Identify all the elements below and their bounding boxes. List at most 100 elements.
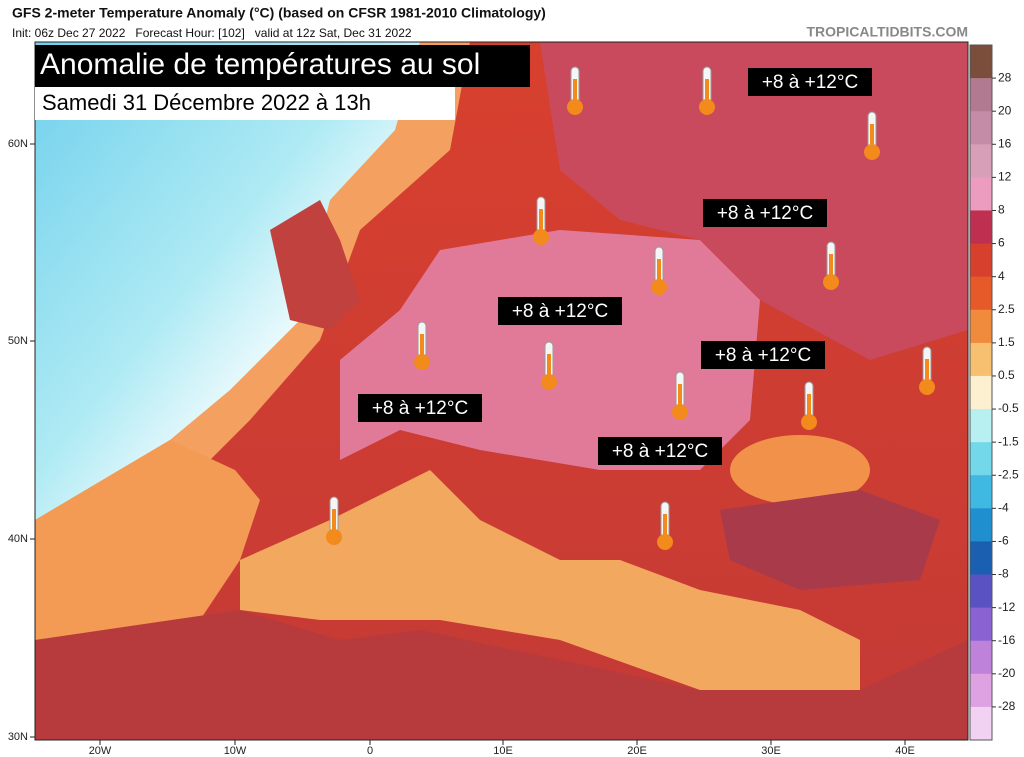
lon-label: 30E: [761, 745, 781, 757]
colorbar-label: -1.5: [998, 434, 1019, 448]
colorbar-label: 12: [998, 170, 1012, 184]
date-box: [35, 87, 455, 120]
colorbar-label: -6: [998, 534, 1009, 548]
anomaly-label: +8 à +12°C: [512, 301, 608, 322]
thermometer-fill: [705, 79, 709, 103]
colorbar-frame: [969, 44, 993, 741]
lat-label: 30N: [8, 731, 28, 743]
colorbar-label: -20: [998, 666, 1016, 680]
colorbar-label: 2.5: [998, 302, 1015, 316]
colorbar-label: 16: [998, 136, 1012, 150]
thermometer-bulb: [864, 144, 880, 160]
lat-label: 40N: [8, 533, 28, 545]
thermometer-bulb: [651, 279, 667, 295]
lat-label: 60N: [8, 138, 28, 150]
thermometer-bulb: [541, 374, 557, 390]
turkey: [720, 490, 940, 590]
black-sea: [730, 435, 870, 505]
thermometer-bulb: [699, 99, 715, 115]
colorbar-label: -2.5: [998, 467, 1019, 481]
colorbar-swatch: [970, 607, 992, 642]
thermometer-bulb: [533, 229, 549, 245]
anomaly-label-box: [498, 297, 622, 325]
colorbar-swatch: [970, 276, 992, 311]
colorbar-label: 0.5: [998, 368, 1015, 382]
colorbar-label: -28: [998, 699, 1016, 713]
lon-label: 20E: [627, 745, 647, 757]
colorbar-swatch: [970, 243, 992, 278]
source: TROPICALTIDBITS.COM: [806, 24, 968, 40]
title: GFS 2-meter Temperature Anomaly (°C) (ba…: [12, 5, 546, 21]
anomaly-label: +8 à +12°C: [762, 72, 858, 93]
colorbar-label: -0.5: [998, 401, 1019, 415]
colorbar-label: 28: [998, 70, 1012, 84]
anomaly-label: +8 à +12°C: [715, 345, 811, 366]
atlantic: [35, 42, 420, 520]
colorbar-swatch: [970, 45, 992, 79]
thermometer-bulb: [567, 99, 583, 115]
anomaly-label: +8 à +12°C: [717, 203, 813, 224]
anomaly-label-box: [701, 341, 825, 369]
colorbar-swatch: [970, 409, 992, 443]
anomaly-label-box: [598, 437, 722, 465]
colorbar-swatch: [970, 177, 992, 211]
colorbar-label: 20: [998, 103, 1012, 117]
britain: [270, 200, 360, 330]
headline-box: [35, 45, 530, 87]
lon-label: 0: [367, 745, 373, 757]
lon-label: 10W: [224, 745, 247, 757]
north-africa: [35, 610, 968, 740]
colorbar-label: -12: [998, 600, 1016, 614]
colorbar-swatch: [970, 574, 992, 609]
thermometer-fill: [925, 359, 929, 383]
thermometer-fill: [678, 384, 682, 408]
map-frame: [34, 41, 969, 741]
map-area: [35, 42, 968, 740]
colorbar-swatch: [970, 78, 992, 112]
headline: Anomalie de températures au sol: [40, 48, 480, 81]
mediterranean: [240, 470, 860, 690]
anomaly-label: +8 à +12°C: [612, 441, 708, 462]
colorbar-swatch: [970, 442, 992, 476]
colorbar-label: 8: [998, 203, 1005, 217]
thermometer-fill: [420, 334, 424, 358]
thermometer-fill: [807, 394, 811, 418]
lon-label: 40E: [895, 745, 915, 757]
date: Samedi 31 Décembre 2022 à 13h: [42, 90, 371, 115]
colorbar-swatch: [970, 541, 992, 576]
thermometer-fill: [657, 259, 661, 283]
thermometer-fill: [547, 354, 551, 378]
colorbar-swatch: [970, 309, 992, 344]
colorbar-swatch: [970, 144, 992, 178]
colorbar-label: -8: [998, 567, 1009, 581]
colorbar-label: 1.5: [998, 335, 1015, 349]
colorbar-swatch: [970, 640, 992, 675]
thermometer-bulb: [326, 529, 342, 545]
colorbar-swatch: [970, 475, 992, 509]
lon-label: 20W: [89, 745, 112, 757]
thermometer-bulb: [657, 534, 673, 550]
lon-label: 10E: [493, 745, 513, 757]
thermometer-fill: [573, 79, 577, 103]
thermometer-bulb: [919, 379, 935, 395]
thermometer-fill: [332, 509, 336, 533]
colorbar-label: 6: [998, 236, 1005, 250]
colorbar-label: 4: [998, 269, 1005, 283]
colorbar-swatch: [970, 508, 992, 542]
colorbar-label: -16: [998, 633, 1016, 647]
anomaly-label-box: [748, 68, 872, 96]
thermometer-fill: [870, 124, 874, 148]
thermometer-bulb: [801, 414, 817, 430]
colorbar-swatch: [970, 210, 992, 245]
colorbar-label: -4: [998, 501, 1009, 515]
thermometer-bulb: [672, 404, 688, 420]
thermometer-fill: [539, 209, 543, 233]
lat-label: 50N: [8, 335, 28, 347]
colorbar-swatch: [970, 673, 992, 708]
colorbar-swatch: [970, 375, 992, 410]
thermometer-bulb: [823, 274, 839, 290]
colorbar-swatch: [970, 111, 992, 145]
subtitle: Init: 06z Dec 27 2022 Forecast Hour: [10…: [12, 26, 412, 40]
